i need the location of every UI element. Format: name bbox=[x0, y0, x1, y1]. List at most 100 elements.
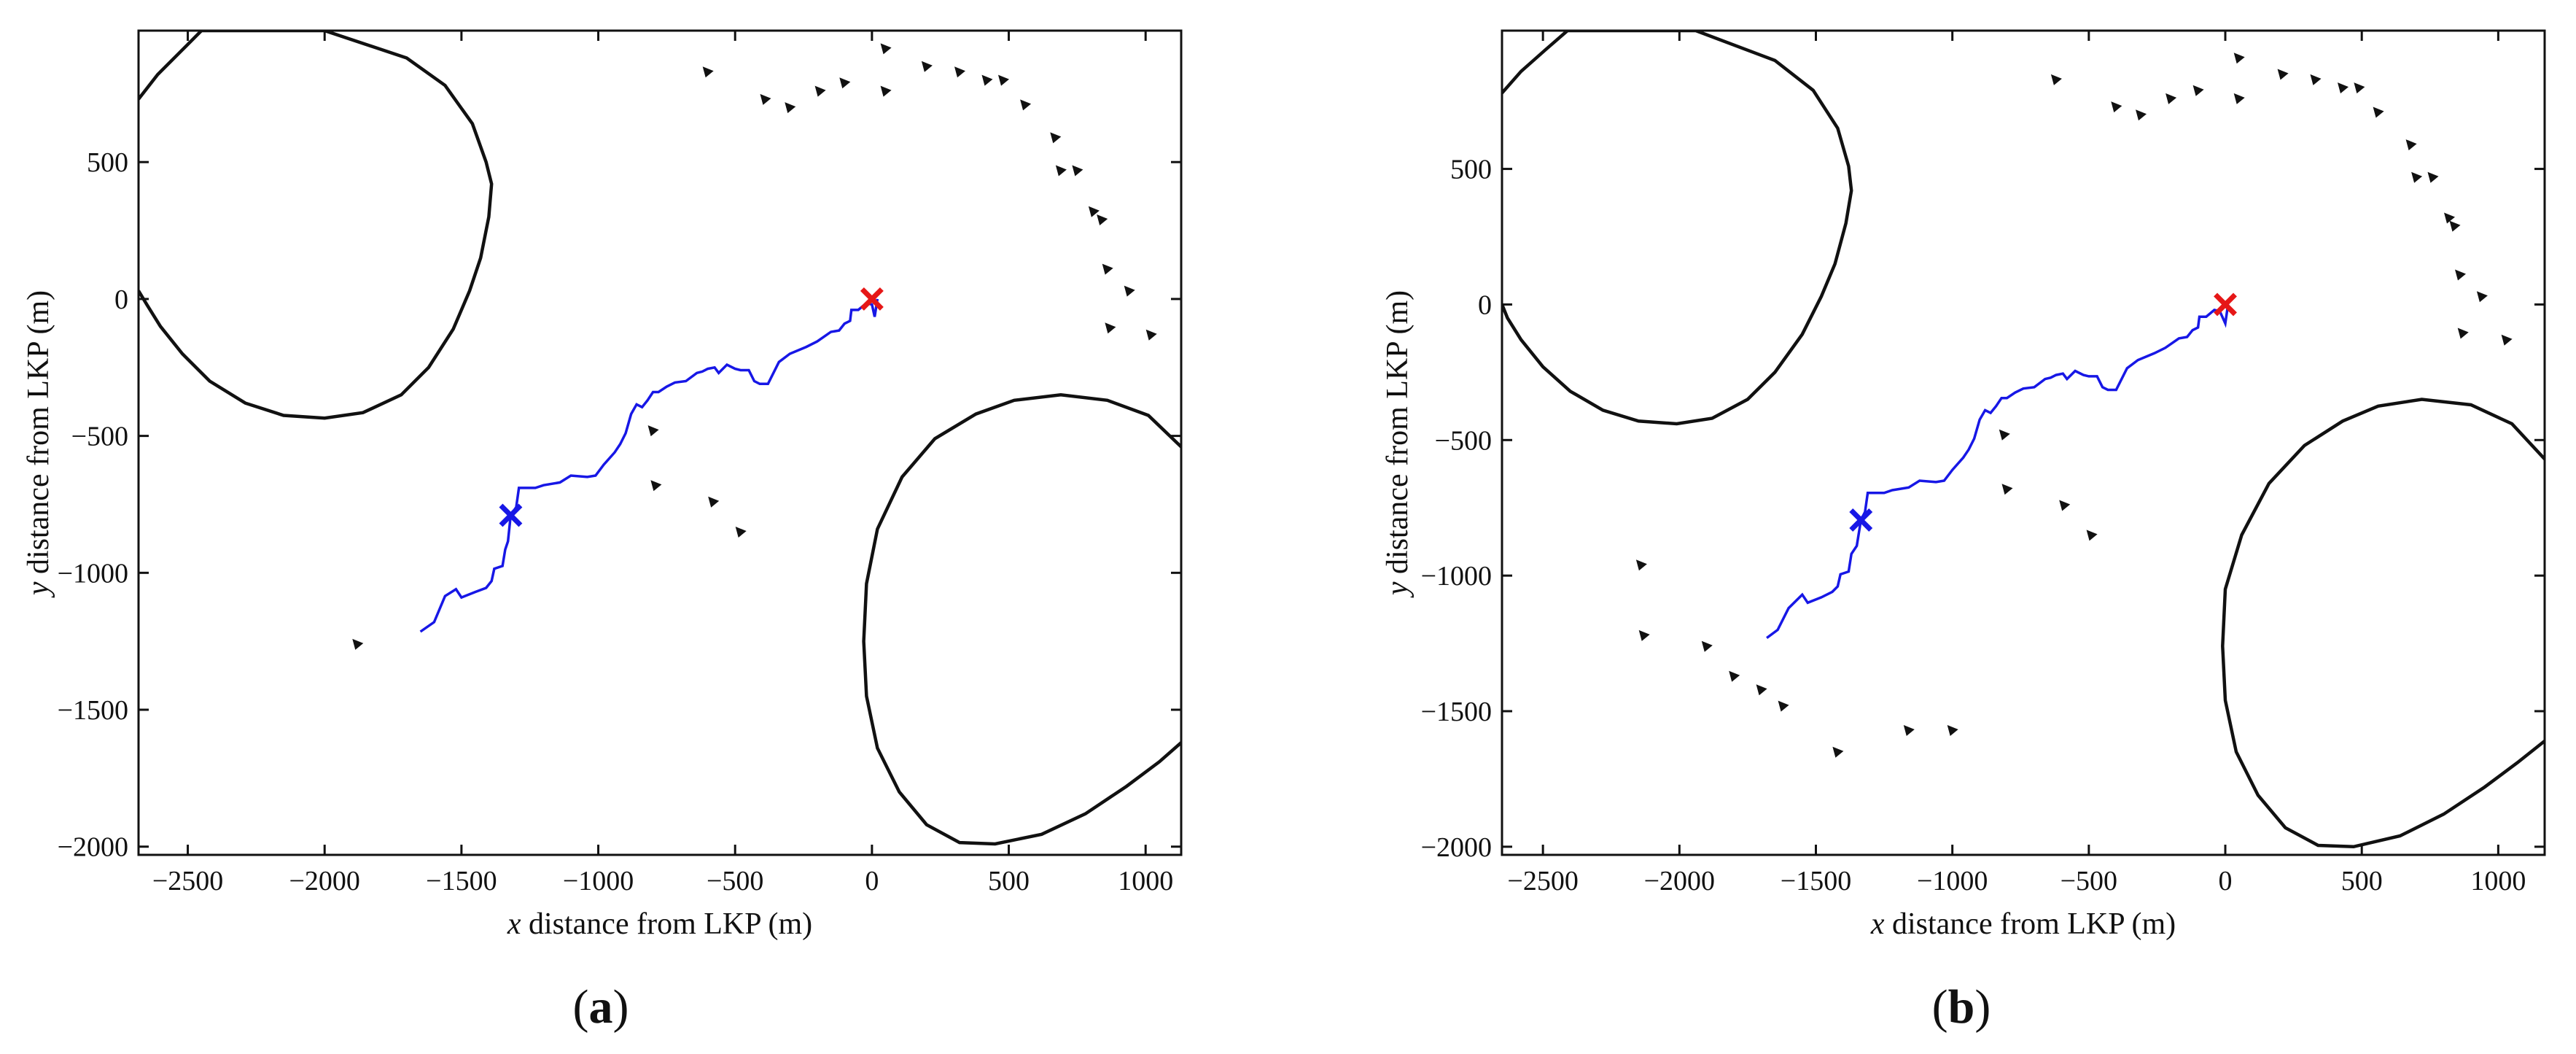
probe-marker-a-16 bbox=[1097, 214, 1108, 225]
probe-marker-a-12 bbox=[1050, 132, 1062, 144]
probe-marker-b-22 bbox=[2001, 484, 2013, 495]
probe-marker-a-0 bbox=[702, 66, 714, 78]
y-tick-label-a--500: −500 bbox=[71, 422, 128, 452]
probe-marker-b-26 bbox=[1638, 629, 1650, 641]
y-tick-label-a-0: 0 bbox=[114, 284, 128, 315]
probe-marker-a-18 bbox=[1124, 285, 1135, 297]
panel-label-b: (b) bbox=[1932, 980, 1991, 1034]
x-axis-label-b-text: distance from LKP (m) bbox=[1884, 907, 2176, 941]
probe-marker-b-19 bbox=[2457, 328, 2469, 339]
panel-label-a: (a) bbox=[573, 980, 629, 1034]
x-tick-label-b--2000: −2000 bbox=[1644, 866, 1715, 896]
x-tick-label-a-0: 0 bbox=[865, 866, 879, 896]
panel-label-a-letter: a bbox=[589, 980, 613, 1034]
ticks-b: −2500 −2000 −1500 −1000 −500 0 500 1000 −2000 −15… bbox=[1421, 31, 2545, 896]
probe-marker-b-23 bbox=[2059, 500, 2071, 511]
probe-marker-b-18 bbox=[2476, 291, 2488, 303]
current-position-marker-b-stroke-2 bbox=[1849, 508, 1873, 532]
probe-marker-b-29 bbox=[1756, 684, 1767, 696]
x-tick-label-b--2500: −2500 bbox=[1507, 866, 1578, 896]
contour-b-0 bbox=[1502, 31, 1853, 426]
probe-marker-a-14 bbox=[1072, 165, 1083, 177]
y-tick-label-b--500: −500 bbox=[1435, 425, 1492, 456]
x-tick-label-a--1500: −1500 bbox=[426, 866, 497, 896]
probe-marker-a-4 bbox=[839, 77, 851, 89]
y-tick-label-a--1000: −1000 bbox=[58, 558, 128, 589]
y-axis-label-a-var: y bbox=[22, 581, 55, 598]
plot-area-b bbox=[1502, 31, 2545, 849]
probe-marker-b-13 bbox=[2411, 171, 2423, 183]
probe-marker-b-33 bbox=[1947, 725, 1958, 736]
y-tick-label-b--1500: −1500 bbox=[1421, 697, 1492, 727]
probe-marker-b-30 bbox=[1778, 700, 1789, 712]
probe-marker-b-20 bbox=[2501, 334, 2513, 346]
probe-marker-b-14 bbox=[2427, 171, 2439, 183]
probe-marker-a-6 bbox=[880, 85, 892, 97]
probe-marker-b-8 bbox=[2310, 74, 2322, 85]
x-tick-label-b-0: 0 bbox=[2219, 866, 2233, 896]
probe-marker-b-1 bbox=[2111, 101, 2122, 113]
y-axis-label-b-text: distance from LKP (m) bbox=[1381, 290, 1415, 582]
contour-b-1 bbox=[2221, 398, 2545, 849]
probe-marker-a-20 bbox=[1145, 329, 1157, 341]
probe-marker-b-32 bbox=[1903, 725, 1915, 736]
y-axis-label-a: y distance from LKP (m) bbox=[22, 290, 55, 598]
y-axis-label-b-var: y bbox=[1381, 581, 1415, 598]
probe-marker-a-1 bbox=[760, 93, 771, 105]
probe-marker-b-6 bbox=[2233, 93, 2245, 104]
probe-marker-b-28 bbox=[1729, 670, 1740, 682]
probe-marker-b-25 bbox=[1635, 559, 1647, 571]
probe-marker-a-24 bbox=[735, 527, 747, 538]
x-tick-label-b--1500: −1500 bbox=[1781, 866, 1851, 896]
x-tick-label-b--500: −500 bbox=[2061, 866, 2117, 896]
contour-a-0 bbox=[139, 31, 494, 420]
x-tick-label-a--1000: −1000 bbox=[563, 866, 634, 896]
axes-frame-b bbox=[1501, 29, 2546, 856]
probe-marker-b-0 bbox=[2050, 74, 2062, 85]
panel-a: −2500 −2000 −1500 −1000 −500 0 500 1000 −2000 −15… bbox=[22, 29, 1183, 1034]
plot-area-a bbox=[139, 31, 1181, 846]
x-tick-label-b-1000: 1000 bbox=[2470, 866, 2526, 896]
probe-marker-b-27 bbox=[1701, 640, 1713, 652]
y-axis-label-b: y distance from LKP (m) bbox=[1381, 290, 1415, 598]
probe-marker-b-12 bbox=[2405, 139, 2417, 151]
probe-marker-b-17 bbox=[2455, 269, 2466, 281]
probe-marker-b-16 bbox=[2449, 220, 2461, 232]
panel-label-b-letter: b bbox=[1948, 980, 1975, 1034]
probe-marker-a-10 bbox=[998, 74, 1009, 86]
probe-marker-b-31 bbox=[1832, 746, 1844, 758]
probe-marker-a-15 bbox=[1088, 206, 1100, 217]
current-position-marker-a-stroke-2 bbox=[499, 503, 523, 527]
y-tick-label-b--1000: −1000 bbox=[1421, 561, 1492, 592]
x-axis-label-b-var: x bbox=[1870, 907, 1885, 941]
lkp-marker-a-stroke-2 bbox=[860, 287, 884, 311]
search-track-a bbox=[419, 298, 879, 633]
probe-marker-a-17 bbox=[1102, 263, 1113, 275]
probe-marker-b-7 bbox=[2277, 69, 2289, 80]
probe-marker-a-23 bbox=[708, 496, 720, 508]
search-track-b bbox=[1766, 304, 2230, 640]
x-tick-label-a-500: 500 bbox=[988, 866, 1030, 896]
y-tick-label-a--1500: −1500 bbox=[58, 695, 128, 726]
x-tick-label-a--2500: −2500 bbox=[152, 866, 223, 896]
probe-marker-b-11 bbox=[2373, 106, 2384, 118]
probe-marker-a-22 bbox=[650, 480, 662, 492]
y-tick-label-b-0: 0 bbox=[1478, 290, 1492, 320]
panel-b: −2500 −2000 −1500 −1000 −500 0 500 1000 −2000 −15… bbox=[1381, 29, 2546, 1034]
y-tick-label-a--2000: −2000 bbox=[58, 832, 128, 863]
probe-marker-a-8 bbox=[954, 66, 965, 78]
probe-marker-b-5 bbox=[2233, 53, 2245, 64]
x-tick-label-b-500: 500 bbox=[2341, 866, 2383, 896]
contour-a-1 bbox=[862, 393, 1181, 846]
probe-marker-b-21 bbox=[1999, 429, 2010, 441]
x-axis-label-b: x distance from LKP (m) bbox=[1870, 907, 2176, 941]
probe-marker-b-3 bbox=[2166, 93, 2177, 104]
y-tick-label-b-500: 500 bbox=[1450, 155, 1492, 185]
current-position-marker-b bbox=[1849, 508, 1873, 532]
probe-marker-a-25 bbox=[352, 638, 364, 650]
probe-marker-a-19 bbox=[1105, 322, 1116, 334]
probe-marker-a-3 bbox=[814, 85, 826, 97]
current-position-marker-a bbox=[499, 503, 523, 527]
probe-marker-b-10 bbox=[2354, 82, 2365, 94]
